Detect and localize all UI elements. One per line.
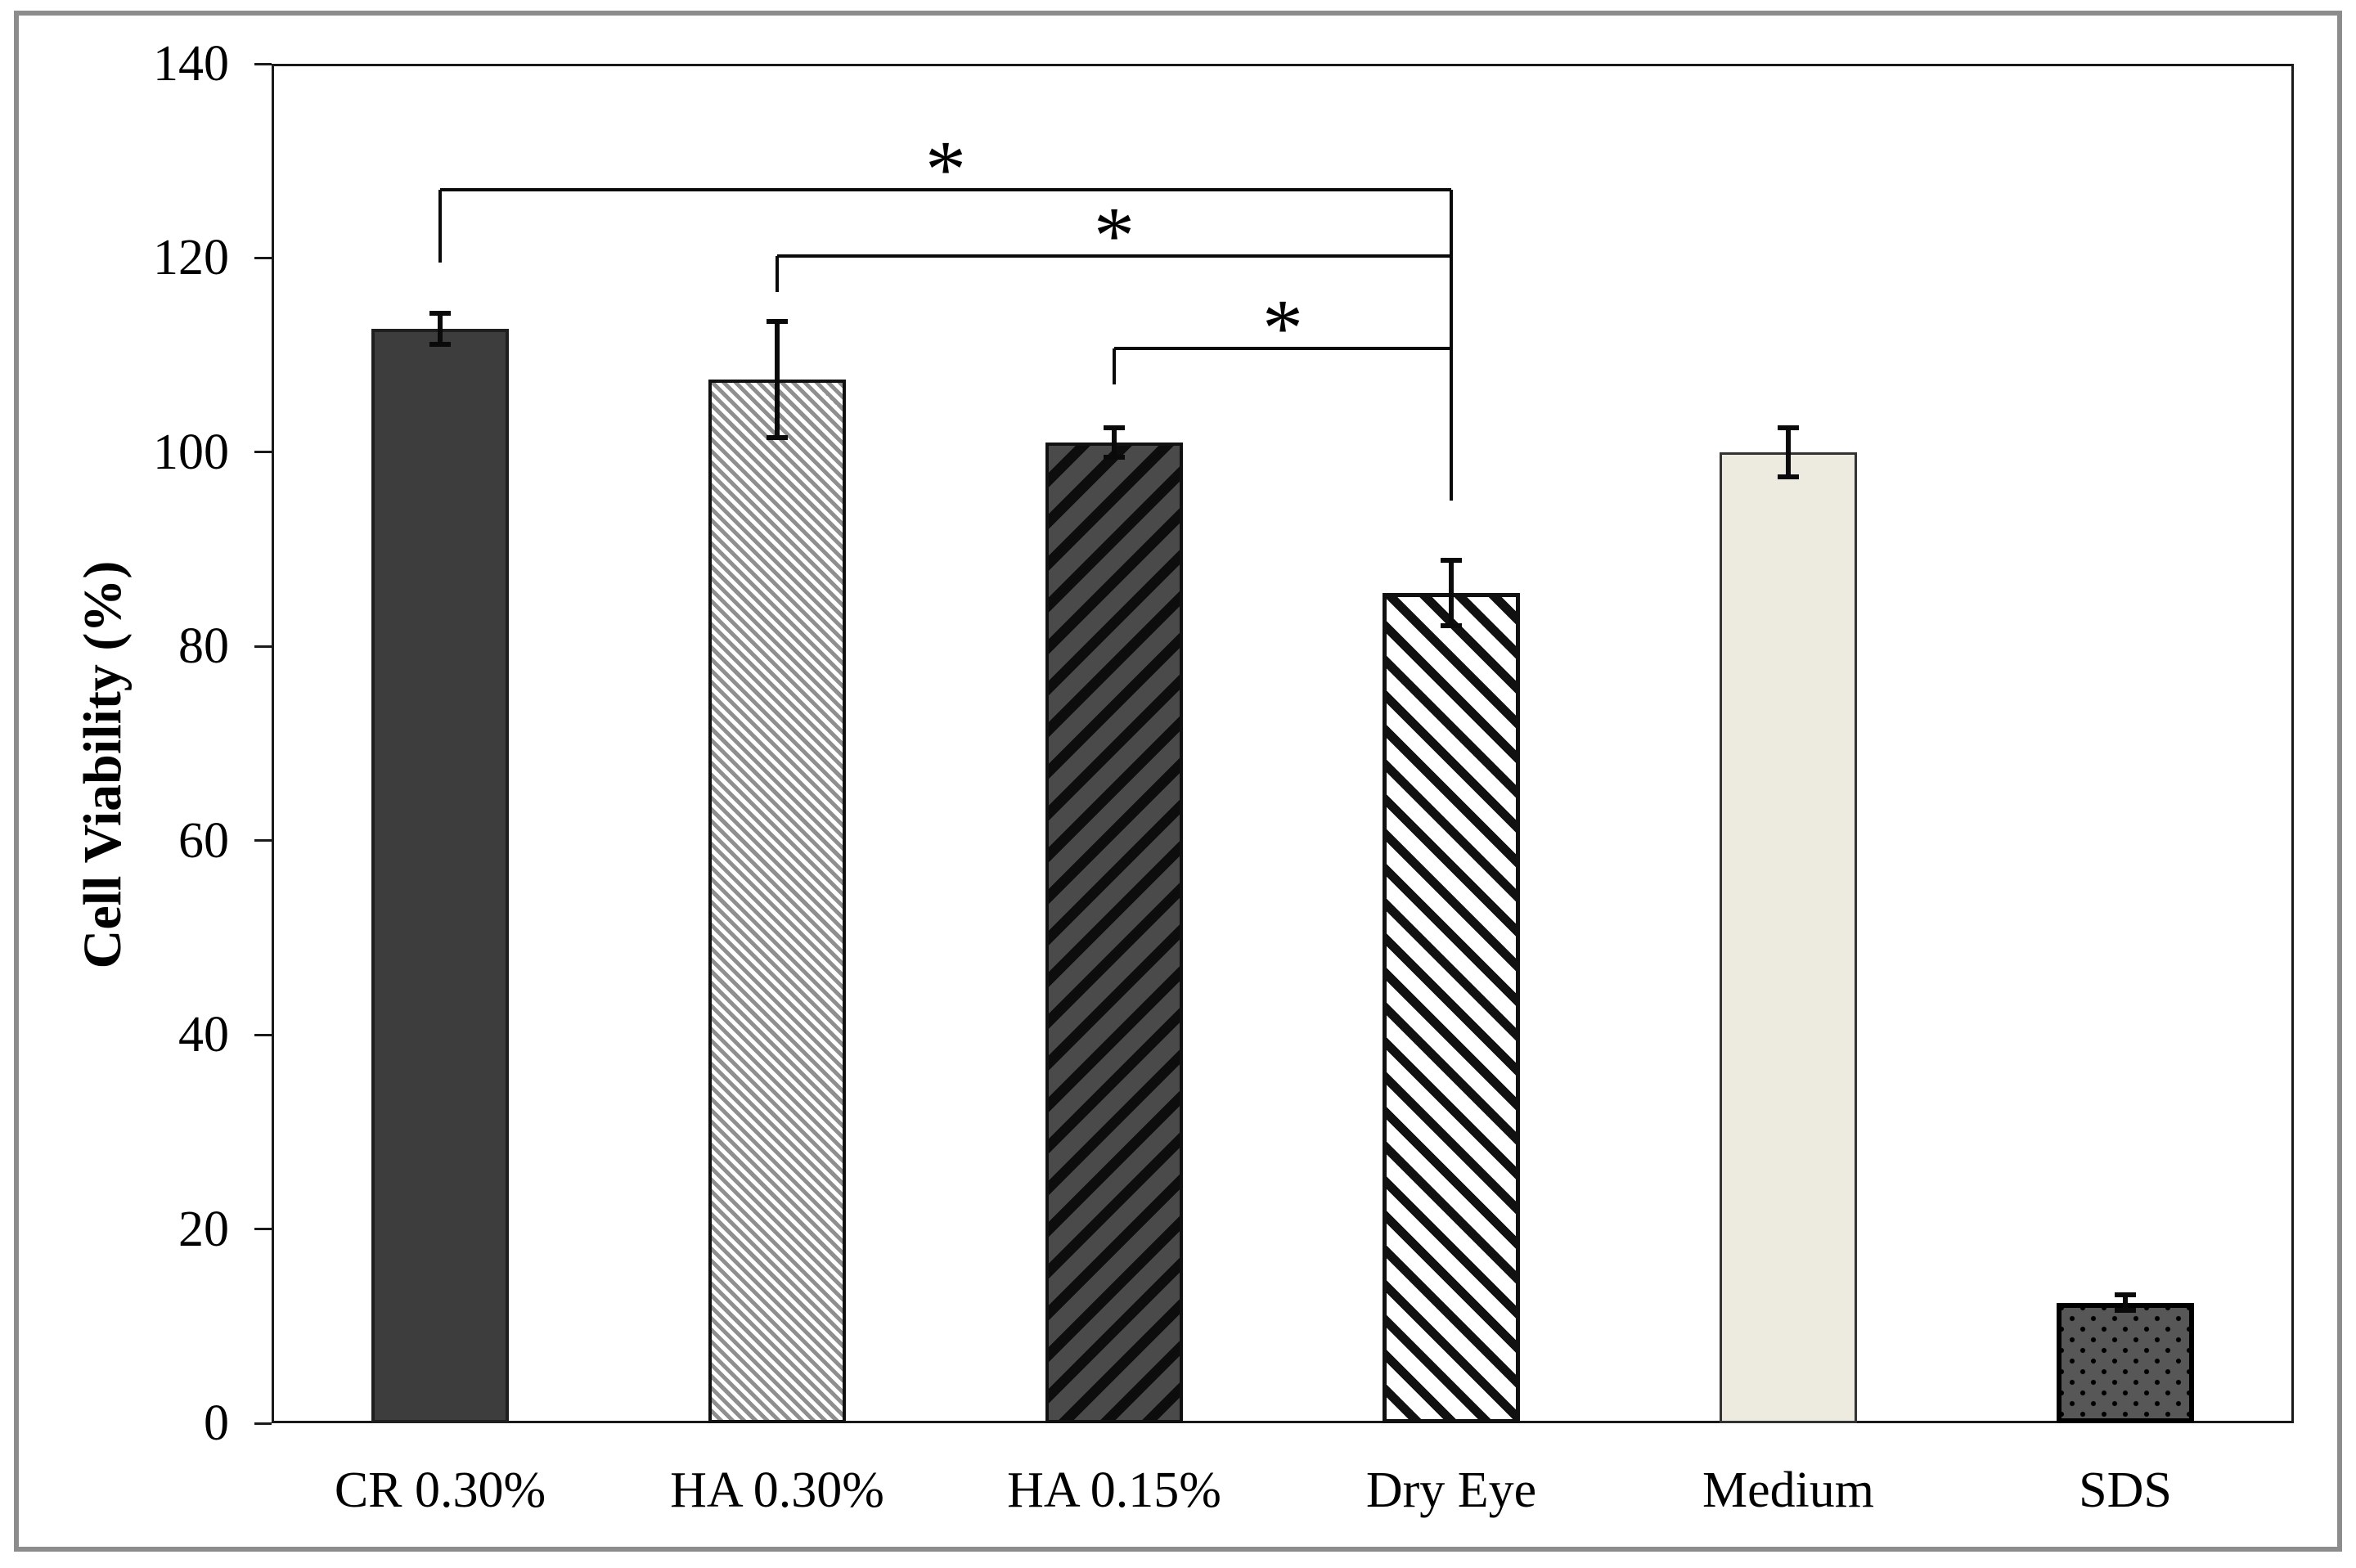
significance-bracket-line xyxy=(440,188,1451,192)
significance-asterisk: * xyxy=(1094,190,1135,281)
y-tick-mark xyxy=(254,1422,272,1425)
error-bar-cap xyxy=(429,342,451,348)
error-bar xyxy=(2123,1295,2128,1311)
x-tick-label: SDS xyxy=(2079,1462,2172,1518)
y-tick-label: 80 xyxy=(178,618,229,675)
y-tick-mark xyxy=(254,1228,272,1231)
error-bar-cap xyxy=(1778,425,1799,431)
y-tick-label: 140 xyxy=(153,36,229,92)
significance-bracket-drop xyxy=(776,256,779,292)
x-tick-label: Dry Eye xyxy=(1365,1462,1537,1518)
error-bar-cap xyxy=(1104,454,1125,460)
y-tick-label: 60 xyxy=(178,812,229,869)
error-bar-cap xyxy=(2115,1308,2136,1314)
significance-bracket-drop xyxy=(438,190,442,263)
significance-bracket-line xyxy=(777,254,1451,258)
x-tick-label: CR 0.30% xyxy=(334,1462,546,1518)
error-bar-cap xyxy=(1778,474,1799,479)
error-bar xyxy=(1112,428,1117,457)
y-tick-mark xyxy=(254,256,272,259)
y-tick-mark xyxy=(254,645,272,648)
y-tick-mark xyxy=(254,839,272,842)
y-tick-label: 120 xyxy=(153,230,229,286)
error-bar-cap xyxy=(767,318,788,324)
y-tick-label: 40 xyxy=(178,1007,229,1063)
y-tick-label: 0 xyxy=(204,1395,229,1451)
y-tick-mark xyxy=(254,451,272,454)
bar xyxy=(1045,442,1183,1423)
error-bar-cap xyxy=(429,311,451,317)
error-bar xyxy=(775,321,780,438)
bar xyxy=(2057,1302,2194,1423)
error-bar xyxy=(1786,428,1791,477)
significance-asterisk: * xyxy=(925,124,966,215)
x-tick-label: HA 0.30% xyxy=(670,1462,884,1518)
error-bar-cap xyxy=(1104,425,1125,431)
plot-area xyxy=(272,64,2294,1423)
bar xyxy=(1383,592,1520,1423)
y-tick-label: 20 xyxy=(178,1201,229,1257)
y-tick-mark xyxy=(254,62,272,65)
error-bar-cap xyxy=(1441,623,1462,629)
y-axis-title: Cell Viability (%) xyxy=(73,560,133,969)
significance-bracket-line xyxy=(1114,346,1451,350)
bar xyxy=(1720,452,1857,1423)
y-tick-label: 100 xyxy=(153,424,229,480)
error-bar-cap xyxy=(2115,1292,2136,1298)
significance-asterisk: * xyxy=(1262,281,1303,373)
y-tick-mark xyxy=(254,1033,272,1036)
x-tick-label: HA 0.15% xyxy=(1007,1462,1221,1518)
bar xyxy=(371,329,509,1423)
error-bar-cap xyxy=(1441,557,1462,563)
significance-bracket-drop xyxy=(1113,348,1116,384)
x-tick-label: Medium xyxy=(1702,1462,1875,1518)
error-bar xyxy=(438,313,443,345)
significance-bracket-drop xyxy=(1450,190,1453,501)
error-bar-cap xyxy=(767,435,788,441)
error-bar xyxy=(1449,559,1454,627)
bar xyxy=(708,379,846,1423)
